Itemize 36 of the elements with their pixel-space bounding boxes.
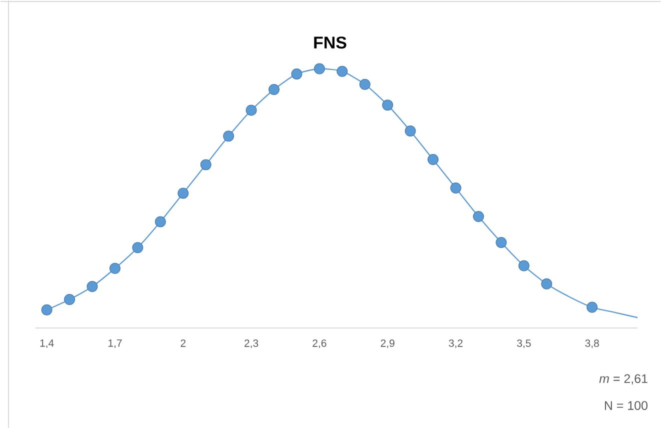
- point: [518, 260, 530, 272]
- x-tick-label: 1,4: [40, 339, 54, 348]
- x-tick-label: 2,3: [244, 339, 258, 348]
- x-tick-label: 1,7: [108, 339, 122, 348]
- point: [109, 262, 120, 274]
- point: [41, 304, 52, 316]
- point: [473, 210, 484, 222]
- point: [586, 302, 598, 313]
- point: [496, 236, 507, 248]
- point: [268, 84, 280, 95]
- point: [154, 216, 166, 228]
- point: [428, 154, 439, 165]
- point: [246, 104, 257, 116]
- point: [200, 159, 212, 170]
- x-tick-label: 2,6: [312, 339, 326, 348]
- point: [382, 99, 394, 110]
- point: [64, 294, 76, 305]
- x-tick-label: 3,5: [517, 339, 531, 348]
- point: [178, 188, 189, 199]
- point: [223, 130, 234, 142]
- point: [291, 68, 302, 80]
- x-tick-label: 3,2: [448, 339, 463, 348]
- point: [359, 78, 370, 90]
- point: [314, 63, 325, 74]
- x-tick-label: 3,8: [585, 339, 599, 348]
- point: [450, 182, 462, 194]
- text: N = 100: [604, 400, 648, 410]
- text: m = 2,61: [599, 374, 648, 384]
- x-tick-label: 2,9: [380, 339, 394, 348]
- point: [132, 242, 144, 253]
- point: [336, 66, 348, 77]
- x-tick-label: 2: [180, 339, 186, 347]
- chart-title: FNS: [314, 36, 346, 48]
- point: [404, 125, 416, 136]
- point: [86, 280, 98, 292]
- point: [541, 278, 552, 290]
